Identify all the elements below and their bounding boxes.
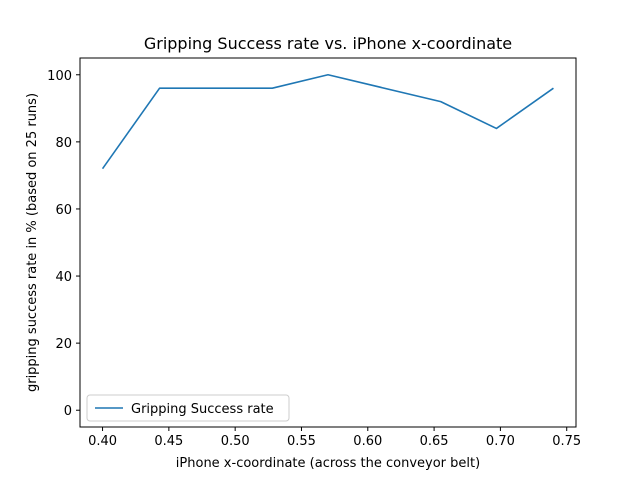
x-tick-label: 0.65 (420, 434, 449, 449)
y-tick-label: 20 (55, 337, 72, 352)
series-line (101, 73, 554, 170)
x-axis-title: iPhone x-coordinate (across the conveyor… (176, 456, 480, 471)
legend-box (86, 394, 290, 422)
y-tick-label: 40 (55, 270, 72, 285)
y-tick-label: 60 (55, 203, 72, 218)
legend: Gripping Success rate (86, 394, 290, 422)
x-tick-label: 0.70 (486, 434, 515, 449)
series-layer (101, 73, 554, 170)
x-tick-label: 0.40 (88, 434, 117, 449)
x-axis: 0.40 0.45 0.50 0.55 0.60 0.65 0.70 0.75 (88, 427, 581, 449)
y-axis-title: gripping success rate in % (based on 25 … (25, 93, 40, 392)
x-tick-label: 0.45 (154, 434, 183, 449)
chart-title: Gripping Success rate vs. iPhone x-coord… (144, 34, 512, 53)
x-tick-label: 0.50 (221, 434, 250, 449)
x-tick-label: 0.55 (287, 434, 316, 449)
x-tick-label: 0.60 (353, 434, 382, 449)
legend-label: Gripping Success rate (131, 402, 274, 417)
axes-frame (79, 57, 577, 428)
x-tick-label: 0.75 (552, 434, 581, 449)
y-tick-label: 0 (64, 404, 72, 419)
y-axis: 0 20 40 60 80 100 (47, 69, 80, 419)
y-tick-label: 100 (47, 69, 72, 84)
y-tick-label: 80 (55, 136, 72, 151)
plot-area: 0.40 0.45 0.50 0.55 0.60 0.65 0.70 0.75 0 20 40 60… (47, 57, 581, 449)
